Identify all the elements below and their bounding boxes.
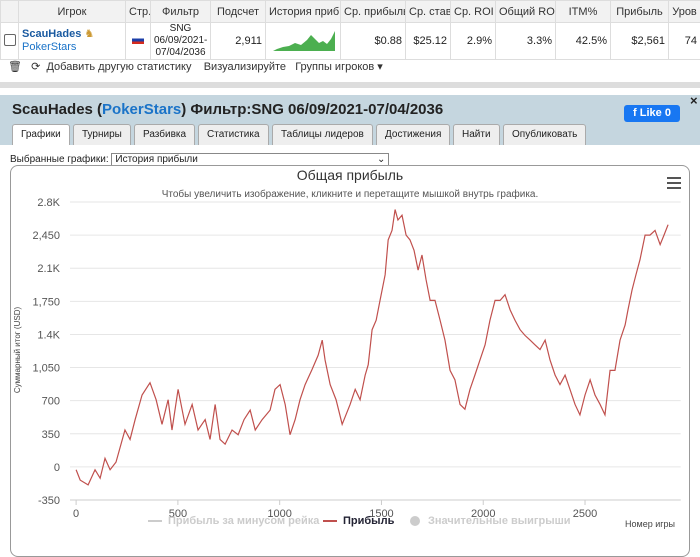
like-text: Like — [640, 107, 662, 119]
chart: Общая прибыль Чтобы увеличить изображени… — [0, 165, 700, 543]
legend-label[interactable]: Значительные выигрыши — [428, 515, 571, 527]
flag-cell — [126, 23, 151, 60]
header-cell: Ср. ROI — [451, 1, 496, 23]
tab[interactable]: Турниры — [73, 124, 131, 145]
header-cell: Подсчет — [211, 1, 266, 23]
header-cell: Ср. ставк — [406, 1, 451, 23]
y-tick-label: 2.1K — [37, 263, 60, 275]
title-part: ) Фильтр:SNG 06/09/2021-07/04/2036 — [181, 101, 443, 118]
value-cell: $25.12 — [406, 23, 451, 60]
legend-marker[interactable] — [410, 516, 420, 526]
tab[interactable]: Найти — [453, 124, 500, 145]
selector-label: Выбранные графики: — [10, 154, 109, 165]
toolbar: 🗑 ⟳ Добавить другую статистику Визуализи… — [8, 60, 383, 73]
x-tick-label: 2500 — [573, 508, 597, 520]
chart-title: Общая прибыль — [297, 167, 403, 183]
sparkline — [271, 27, 337, 53]
visualize[interactable]: Визуализируйте — [204, 61, 286, 73]
tab[interactable]: Разбивка — [134, 124, 195, 145]
tab[interactable]: Статистика — [198, 124, 269, 145]
profit-line — [76, 210, 668, 485]
player-link[interactable]: ScauHades — [22, 28, 81, 40]
header-cell: Уров — [669, 1, 700, 23]
y-axis-label: Суммарный итог (USD) — [13, 307, 22, 394]
value-cell: $2,561 — [611, 23, 669, 60]
value-cell: $0.88 — [341, 23, 406, 60]
header-cell: История прибыл — [266, 1, 341, 23]
title-part: ScauHades ( — [12, 101, 102, 118]
tab[interactable]: Графики — [12, 124, 70, 145]
y-tick-label: 1.4K — [37, 329, 60, 341]
delete-icon[interactable]: 🗑 — [8, 61, 22, 73]
selector-value: История прибыли — [115, 154, 197, 165]
x-tick-label: 0 — [73, 508, 79, 520]
header-cell: Игрок — [19, 1, 126, 23]
y-tick-label: -350 — [38, 495, 60, 507]
value-cell: 3.3% — [496, 23, 556, 60]
header-cell: Общий ROI — [496, 1, 556, 23]
filter-cell: SNG 06/09/2021-07/04/2036 — [151, 23, 211, 60]
legend-label[interactable]: Прибыль за минусом рейка — [168, 515, 320, 527]
chart-subtitle: Чтобы увеличить изображение, кликните и … — [162, 188, 539, 200]
close-button[interactable]: × — [690, 93, 698, 108]
y-tick-label: 1,750 — [32, 296, 60, 308]
separator — [0, 82, 700, 88]
value-cell: 74 — [669, 23, 700, 60]
y-tick-label: 350 — [42, 429, 60, 441]
x-axis-label: Номер игры — [625, 519, 675, 529]
tab[interactable]: Опубликовать — [503, 124, 586, 145]
value-cell: 2.9% — [451, 23, 496, 60]
checkbox-cell[interactable] — [1, 23, 19, 60]
header-cell: Прибыль — [611, 1, 669, 23]
sparkline-cell — [266, 23, 341, 60]
site-link[interactable]: PokerStars — [22, 41, 76, 53]
header-cell: ITM% — [556, 1, 611, 23]
value-cell: 42.5% — [556, 23, 611, 60]
header-cell: Стр. — [126, 1, 151, 23]
title-part[interactable]: PokerStars — [102, 101, 181, 118]
y-tick-label: 2,450 — [32, 230, 60, 242]
add-stats[interactable]: Добавить другую статистику — [46, 61, 191, 73]
panel-title: ScauHades (PokerStars) Фильтр:SNG 06/09/… — [12, 101, 443, 118]
player-cell: ScauHades ♞PokerStars — [19, 23, 126, 60]
data-row: ScauHades ♞PokerStars SNG 06/09/2021-07/… — [1, 23, 700, 60]
y-tick-label: 0 — [54, 462, 60, 474]
y-tick-label: 700 — [42, 396, 60, 408]
tab[interactable]: Достижения — [376, 124, 450, 145]
header-cell — [1, 1, 19, 23]
header-cell: Фильтр — [151, 1, 211, 23]
legend-label[interactable]: Прибыль — [343, 515, 395, 527]
like-count: 0 — [665, 107, 671, 119]
refresh-icon[interactable]: ⟳ — [31, 61, 40, 73]
y-tick-label: 1,050 — [32, 363, 60, 375]
menu-icon[interactable] — [667, 178, 681, 188]
header-cell: Ср. прибыль — [341, 1, 406, 23]
like-button[interactable]: f Like 0 — [624, 105, 680, 122]
count-cell: 2,911 — [211, 23, 266, 60]
tab[interactable]: Таблицы лидеров — [272, 124, 373, 145]
groups[interactable]: Группы игроков — [295, 61, 374, 73]
y-tick-label: 2.8K — [37, 197, 60, 209]
